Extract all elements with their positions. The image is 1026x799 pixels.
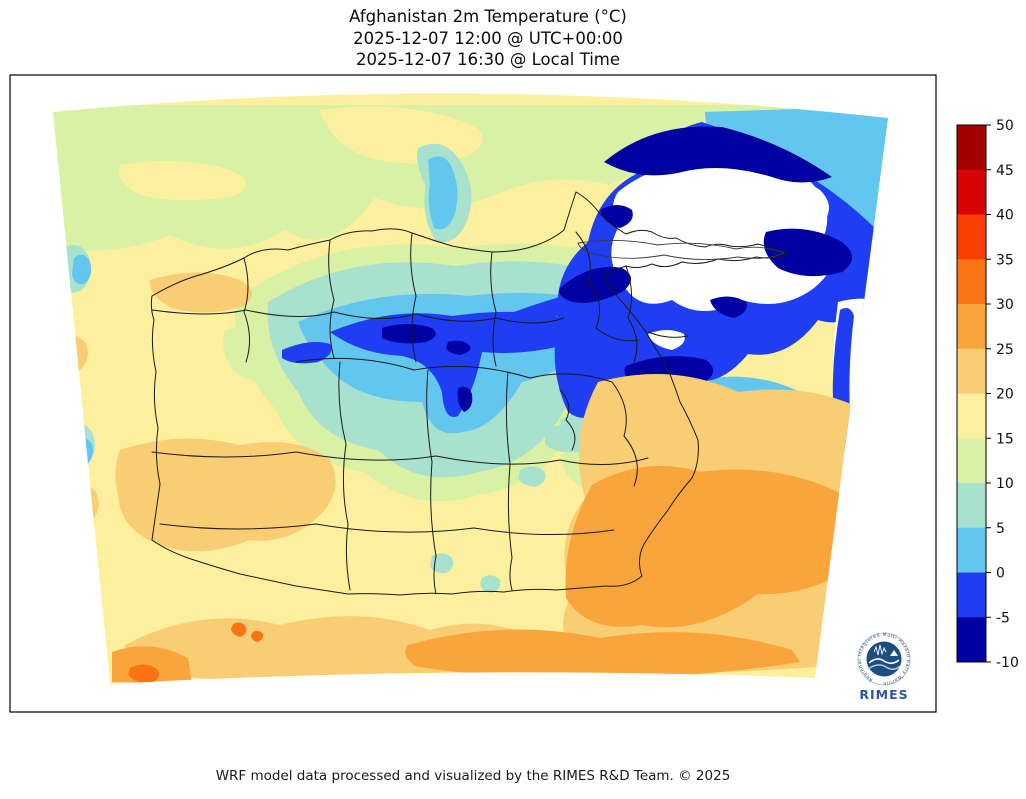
colorbar-tick-label: 30: [996, 297, 1014, 313]
province-line: [559, 389, 576, 451]
province-line: [647, 331, 689, 338]
figure-title: Afghanistan 2m Temperature (°C) 2025-12-…: [0, 6, 976, 71]
temp-region-teal-dot-south: [430, 553, 454, 574]
province-line: [328, 239, 335, 359]
colorbar-tick-label: 5: [996, 521, 1005, 537]
colorbar-segment: [957, 348, 986, 394]
province-line: [243, 257, 250, 363]
colorbar-segment: [957, 393, 986, 439]
rimes-logo-wave-icon: [868, 658, 900, 665]
province-line: [611, 381, 638, 487]
temp-region-navy-core-spur: [457, 386, 473, 412]
temp-region-lightblue-west-edge: [72, 254, 92, 285]
province-line: [625, 265, 638, 363]
colorbar-tick-label: 45: [996, 163, 1014, 179]
rimes-logo-disc: [866, 641, 902, 677]
province-line: [151, 451, 649, 465]
temp-region-tan-finger: [600, 421, 675, 450]
colorbar-tick-label: 40: [996, 208, 1014, 224]
colorbar-segment: [957, 527, 986, 573]
colorbar-segment: [957, 125, 986, 171]
province-line: [426, 369, 437, 595]
colorbar-tick-label: 0: [996, 566, 1005, 582]
temp-region-navy-dot: [600, 205, 633, 228]
temp-region-hot-spot: [231, 622, 247, 637]
title-line-2: 2025-12-07 12:00 @ UTC+00:00: [353, 28, 623, 48]
colorbar-tick-label: 10: [996, 476, 1014, 492]
temp-region-teal-dot: [518, 466, 546, 487]
rimes-logo-wordmark: RIMES: [859, 687, 908, 702]
rimes-logo-wave-icon: [867, 664, 901, 670]
colorbar-tick-label: -5: [996, 610, 1010, 626]
footer-credit: WRF model data processed and visualized …: [215, 768, 731, 784]
province-line: [338, 361, 351, 591]
rimes-logo-seismograph-icon: [873, 644, 887, 656]
temp-region-yellow-patch-in-band: [119, 161, 247, 201]
rimes-logo-mountain-icon: [890, 650, 898, 656]
colorbar-tick-label: 15: [996, 431, 1014, 447]
colorbar-tick-label: 35: [996, 252, 1014, 268]
temp-region-teal-dot-south: [480, 575, 501, 593]
temp-region-navy-blob: [559, 266, 631, 303]
title-line-1: Afghanistan 2m Temperature (°C): [349, 7, 627, 26]
temp-region-tan-helmand: [115, 438, 336, 552]
temp-region-navy-dot: [710, 296, 747, 318]
temp-region-blue-ridge-tail: [282, 342, 332, 364]
colorbar-segment: [957, 169, 986, 215]
temp-region-offscale-white: [750, 176, 829, 224]
temp-region-lightblue-streak-top: [428, 156, 458, 230]
temperature-field: [53, 93, 888, 685]
colorbar-segment: [957, 572, 986, 618]
colorbar-segment: [957, 304, 986, 350]
temp-region-navy-blob: [763, 228, 852, 277]
temp-region-orange-se-core: [565, 465, 866, 628]
province-boundaries: [150, 191, 789, 596]
province-line: [151, 309, 565, 324]
colorbar-segment: [957, 259, 986, 305]
province-line: [159, 523, 615, 536]
province-line: [505, 371, 513, 591]
colorbar-segment: [957, 214, 986, 260]
province-line: [295, 357, 613, 383]
temp-region-hot-spot: [128, 664, 159, 684]
temp-region-navy-band-top: [604, 126, 832, 183]
temp-region-navy-core-central: [382, 324, 436, 344]
province-line: [490, 251, 497, 367]
country-outline: [150, 191, 789, 596]
province-line: [575, 231, 639, 342]
temp-region-navy-core-central: [446, 340, 471, 355]
colorbar-segment: [957, 483, 986, 529]
temp-region-orange-bottom-band: [405, 629, 800, 679]
colorbar-tick-label: 20: [996, 387, 1014, 403]
colorbar-tick-label: 25: [996, 342, 1014, 358]
colorbar-tick-label: -10: [996, 655, 1019, 671]
temp-region-tan-badghis: [149, 272, 253, 313]
temp-region-hot-spot: [251, 630, 264, 642]
wakhan-corridor-outline: [577, 239, 785, 261]
colorbar-tick-label: 50: [996, 118, 1014, 134]
colorbar-segment: [957, 438, 986, 484]
colorbar-segment: [957, 617, 986, 663]
province-line: [410, 232, 417, 363]
title-line-3: 2025-12-07 16:30 @ Local Time: [355, 50, 621, 69]
